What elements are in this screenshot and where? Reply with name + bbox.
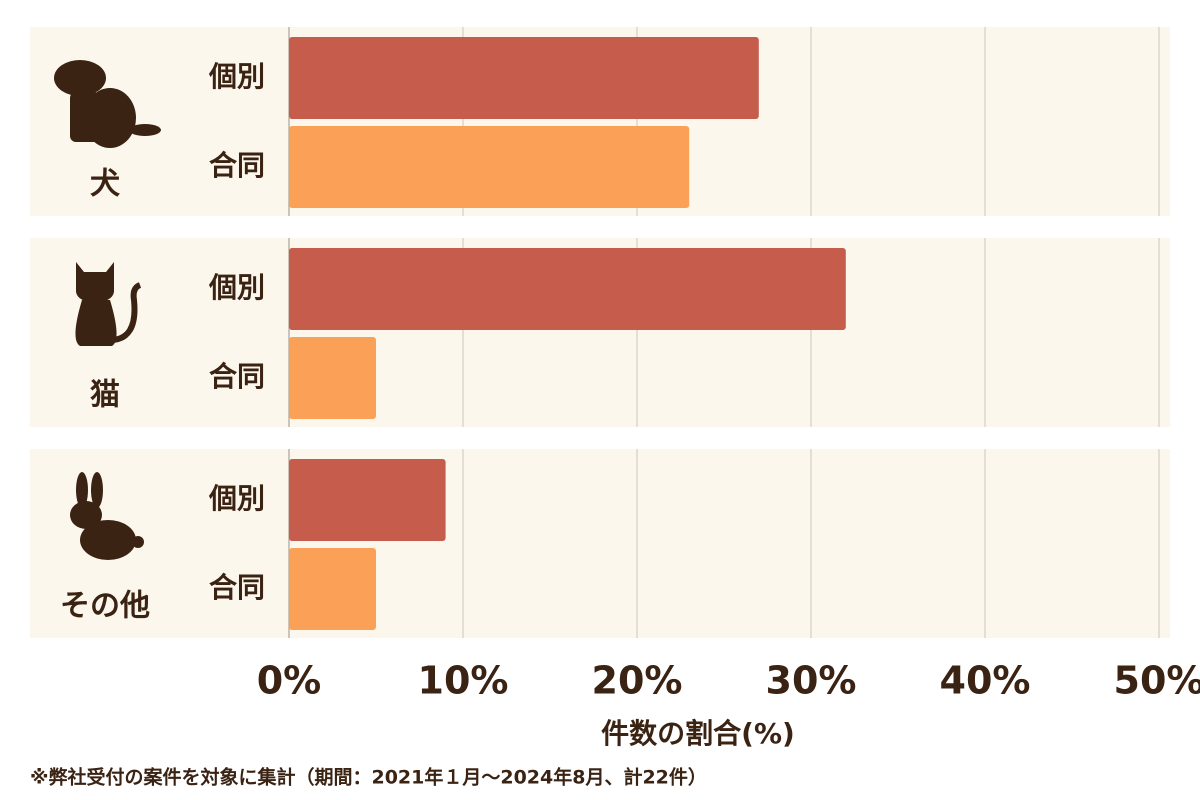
category-label: その他 — [60, 589, 150, 624]
bar — [289, 459, 446, 541]
series-label: 個別 — [208, 482, 265, 515]
category-label: 犬 — [90, 167, 120, 202]
rabbit-icon — [70, 472, 144, 560]
note: ※弊社受付の案件を対象に集計（期間：2021年１月～2024年8月、計22件） — [30, 766, 707, 789]
series-label: 合同 — [209, 571, 265, 604]
bar — [289, 248, 846, 330]
x-tick-label: 40% — [940, 659, 1031, 703]
icons — [54, 60, 161, 560]
bar — [289, 37, 759, 119]
bar — [289, 337, 376, 419]
category-label: 猫 — [90, 378, 120, 413]
bar — [289, 126, 690, 208]
x-tick-label: 50% — [1114, 659, 1200, 703]
x-tick-label: 10% — [418, 659, 509, 703]
bar — [289, 548, 376, 630]
x-tick-label: 0% — [257, 659, 322, 703]
cat-icon — [75, 262, 142, 346]
series-label: 合同 — [209, 149, 265, 182]
x-axis-title: 件数の割合(%) — [601, 717, 795, 750]
dog-icon — [54, 60, 161, 148]
x-tick-label: 20% — [592, 659, 683, 703]
group-panel — [30, 449, 1170, 638]
x-tick-label: 30% — [766, 659, 857, 703]
series-label: 個別 — [208, 60, 265, 93]
series-label: 個別 — [208, 271, 265, 304]
series-label: 合同 — [209, 360, 265, 393]
